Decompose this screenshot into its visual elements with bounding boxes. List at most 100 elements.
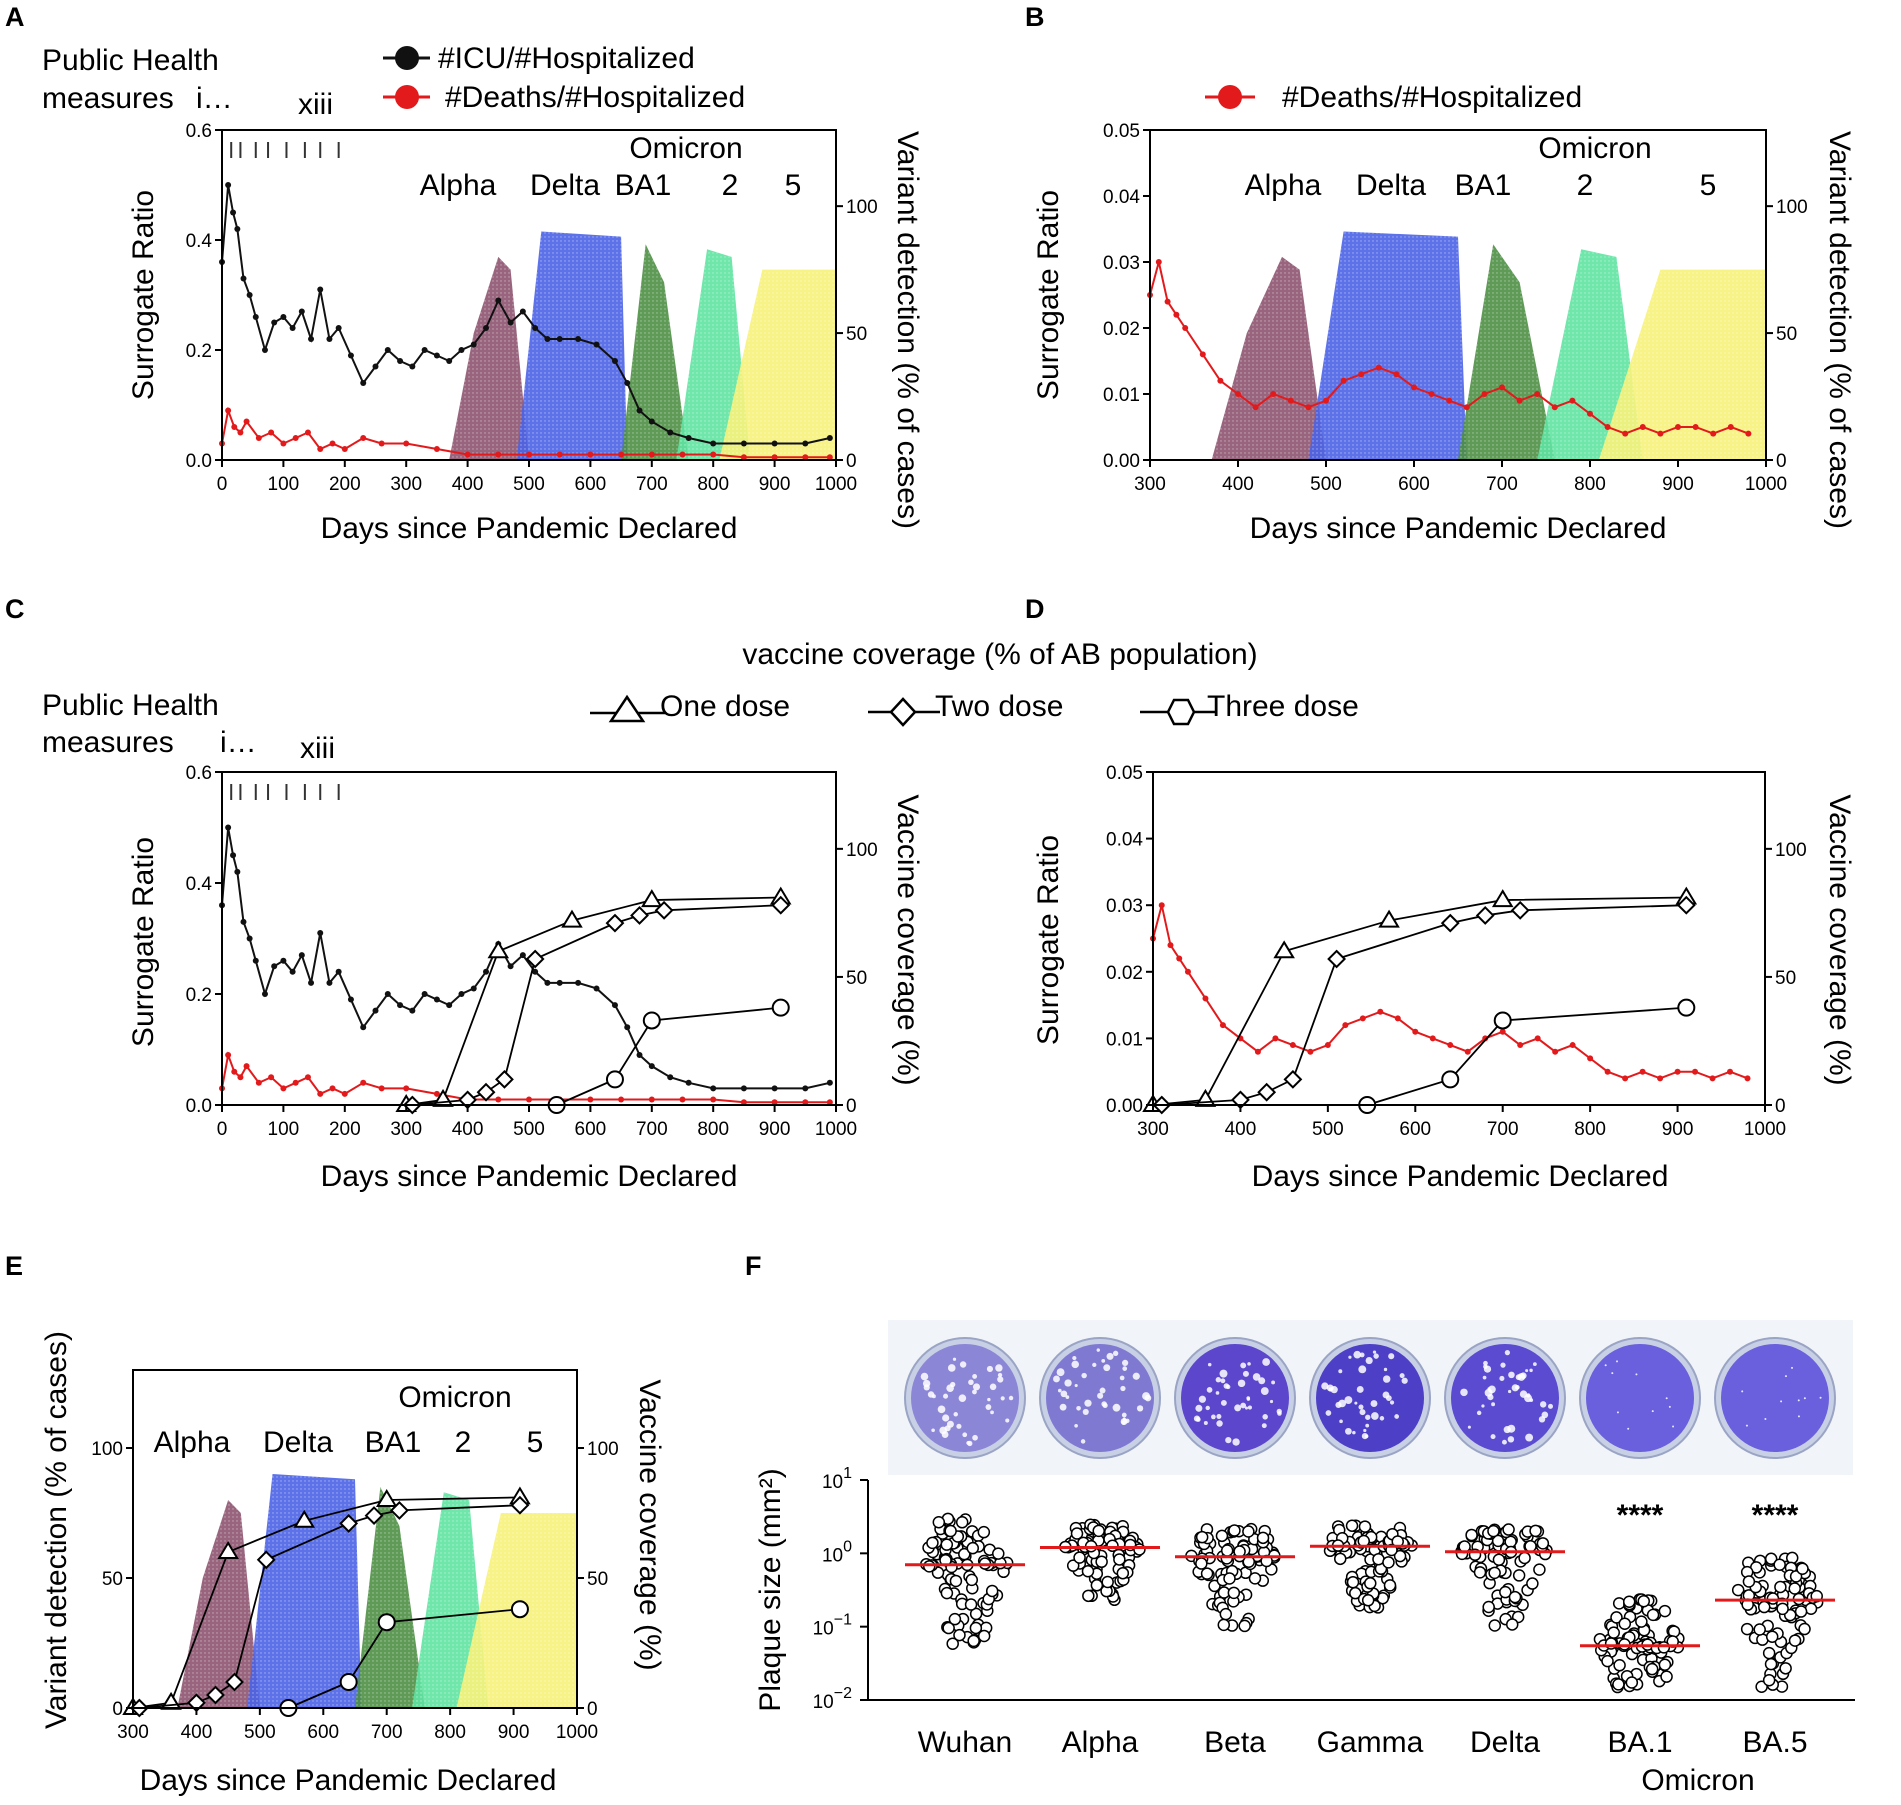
plaque-point <box>1645 1662 1659 1676</box>
x-tick-label: 800 <box>434 1722 466 1743</box>
icu-ratio-point <box>826 435 833 441</box>
icu-ratio-point <box>771 440 778 447</box>
deaths-ratio-point <box>1569 397 1576 404</box>
deaths-ratio-point <box>826 454 833 461</box>
x-ticks: 0 100 200 300 400 500 600 700 800 900 1000 <box>217 1105 857 1140</box>
y-tick-label: 0.05 <box>1103 121 1140 142</box>
icu-ratio-point <box>271 963 278 970</box>
y-tick-label: 0.01 <box>1103 385 1140 406</box>
variant-label-alpha: Alpha <box>1245 169 1322 202</box>
plaque-spot <box>1064 1379 1072 1387</box>
deaths-ratio-point <box>740 454 747 461</box>
x-tick-label: 1000 <box>815 1119 857 1140</box>
plaque-spot <box>1247 1405 1252 1410</box>
plaque-spot <box>997 1372 1003 1378</box>
public-health-label-line2: measures <box>42 82 174 115</box>
icu-ratio-point <box>308 336 315 342</box>
deaths-ratio-point <box>1534 1035 1541 1042</box>
deaths-ratio-point <box>464 451 471 458</box>
variant-area-texture <box>516 231 628 460</box>
deaths-ratio-point <box>1167 942 1174 949</box>
one-dose-point <box>1491 889 1514 908</box>
icu-ratio-point <box>802 1085 809 1092</box>
plaque-point <box>1220 1544 1234 1557</box>
plaque-point <box>1660 1670 1673 1683</box>
icu-ratio-point <box>802 440 809 447</box>
plaque-point <box>1610 1611 1623 1624</box>
plaque-spot <box>942 1414 950 1422</box>
plaque-point <box>1492 1553 1506 1567</box>
plaque-spot <box>946 1384 954 1392</box>
icu-ratio-point <box>409 363 416 370</box>
plaque-spot <box>1382 1391 1390 1399</box>
plaque-spot <box>1008 1395 1014 1401</box>
variant-label-ba5: 5 <box>1700 169 1717 202</box>
deaths-ratio-point <box>1375 364 1382 371</box>
one-dose-point <box>561 909 583 928</box>
y-ticks: 0.0 0.2 0.4 0.6 <box>186 121 222 472</box>
plaque-spot <box>1207 1362 1212 1367</box>
plaque-point <box>1658 1604 1672 1618</box>
icu-ratio-point <box>685 1079 692 1086</box>
plaque-spot <box>1195 1417 1201 1422</box>
plaque-spot <box>1481 1404 1485 1408</box>
plaque-spot <box>1741 1390 1744 1393</box>
plaque-spot <box>1371 1412 1379 1420</box>
panel-a: Public Health measures i… xiii #ICU/#Hos… <box>42 42 924 545</box>
deaths-ratio-point <box>1219 1022 1226 1029</box>
icu-ratio-point <box>458 991 465 997</box>
y-axis-title: Plaque size (mm²) <box>754 1468 787 1711</box>
icu-ratio-point <box>685 435 692 441</box>
icu-ratio-point <box>470 341 477 348</box>
omicron-label: Omicron <box>398 1381 511 1414</box>
y-tick-label: 0.04 <box>1103 187 1140 208</box>
x-tick-label: 300 <box>1137 1119 1169 1140</box>
plaque-point <box>1788 1634 1802 1647</box>
variant-label-delta: Delta <box>1356 169 1426 202</box>
plaque-spot <box>966 1440 971 1446</box>
plaque-spot <box>962 1432 968 1438</box>
plot-frame <box>1152 771 1766 1106</box>
plaque-spot <box>1529 1368 1533 1373</box>
x-tick-label: 900 <box>759 474 791 495</box>
icu-ratio-point <box>360 380 367 386</box>
plaque-point <box>1518 1551 1531 1565</box>
deaths-ratio-point <box>1710 430 1717 437</box>
plaque-point <box>1742 1575 1756 1588</box>
deaths-ratio-point <box>341 1090 348 1097</box>
deaths-ratio-point <box>1342 1022 1349 1029</box>
y-tick-label: 0.2 <box>186 341 212 362</box>
icu-ratio-point <box>421 991 428 997</box>
plaque-spot <box>1101 1358 1106 1363</box>
variant-label-ba1: BA1 <box>365 1426 422 1459</box>
variant-label-ba2: 2 <box>1577 169 1594 202</box>
icu-ratio-point <box>740 440 747 447</box>
plaque-point <box>1345 1519 1359 1532</box>
one-dose-point <box>217 1541 239 1559</box>
x-tick-label: 600 <box>1399 1119 1431 1140</box>
icu-ratio-point <box>234 868 241 875</box>
deaths-ratio-point <box>587 451 594 458</box>
y2-ticks: 0 50 100 <box>836 840 878 1117</box>
y-tick-label: 10−1 <box>813 1612 852 1640</box>
plaque-point <box>1090 1579 1104 1592</box>
plaque-point <box>1383 1579 1397 1592</box>
y-tick-label: 0.01 <box>1106 1029 1143 1050</box>
x-ticks: 0 100 200 300 400 500 600 700 800 900 1000 <box>217 460 857 495</box>
plaque-point <box>1487 1524 1500 1538</box>
plaque-spot <box>1467 1425 1471 1429</box>
plaque-spot <box>1240 1402 1247 1409</box>
plaque-point <box>1092 1524 1105 1538</box>
deaths-ratio-point <box>1587 410 1593 417</box>
plaque-spot <box>1389 1400 1395 1405</box>
plaque-spot <box>1057 1388 1062 1393</box>
plaque-spot <box>1234 1404 1242 1412</box>
deaths-ratio-line <box>221 406 830 459</box>
deaths-ratio-point <box>1534 391 1541 397</box>
plaque-spot <box>1503 1426 1511 1434</box>
x-tick-label: 0 <box>217 1119 228 1140</box>
plaque-point <box>1382 1556 1395 1569</box>
one-dose-line <box>406 896 781 1106</box>
